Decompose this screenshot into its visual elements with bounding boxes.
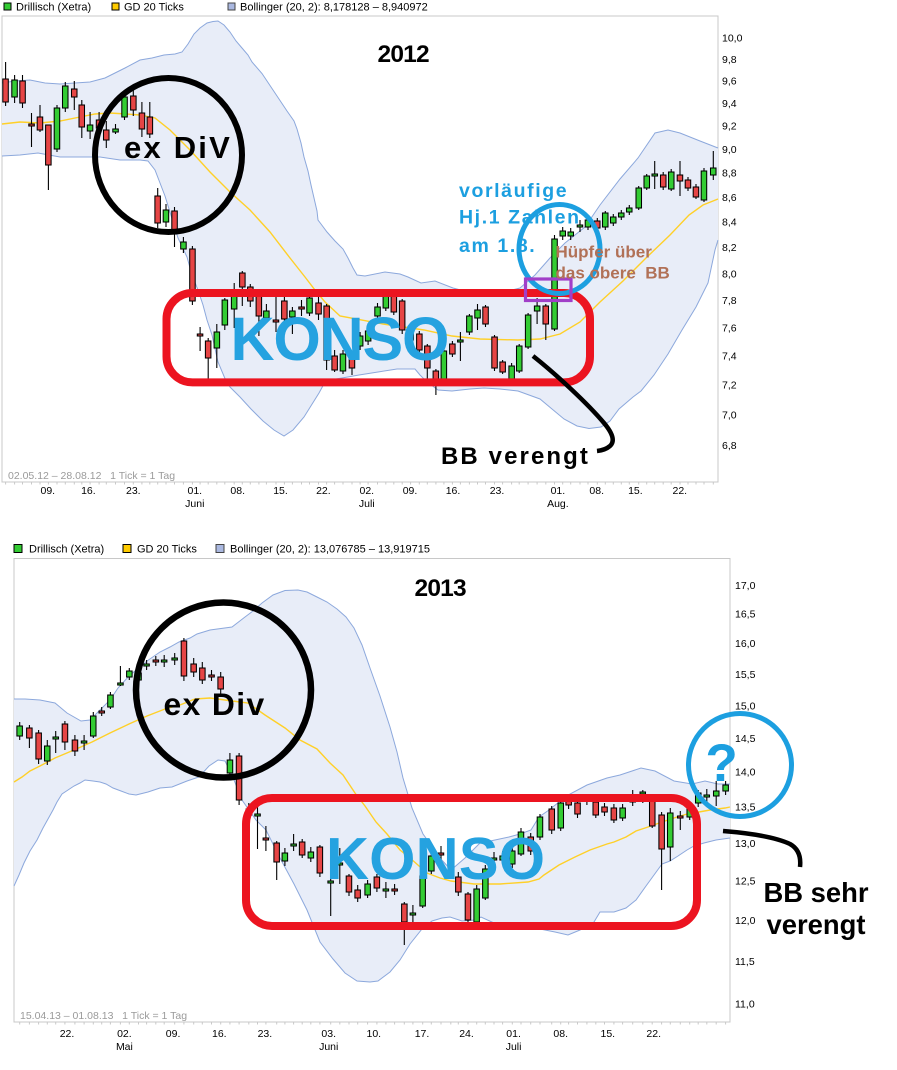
svg-text:9,8: 9,8 (722, 54, 737, 66)
svg-text:Aug.: Aug. (547, 498, 569, 510)
svg-text:15.04.13 – 01.08.13 1 Tick =: 15.04.13 – 01.08.13 1 Tick = 1 Tag (20, 1010, 187, 1022)
svg-text:6,8: 6,8 (722, 440, 737, 452)
svg-text:22.: 22. (646, 1028, 661, 1040)
svg-text:01.: 01. (551, 485, 566, 497)
svg-text:02.05.12 – 28.08.12 1 Tick =: 02.05.12 – 28.08.12 1 Tick = 1 Tag (8, 470, 175, 482)
svg-text:11,5: 11,5 (735, 956, 755, 968)
svg-text:03.: 03. (321, 1028, 336, 1040)
svg-text:09.: 09. (403, 485, 418, 497)
svg-text:Juli: Juli (359, 498, 375, 510)
svg-text:Bollinger (20, 2): 13,076785 –: Bollinger (20, 2): 13,076785 – 13,919715 (230, 544, 430, 556)
svg-text:Juni: Juni (319, 1041, 338, 1053)
svg-text:16.: 16. (81, 485, 96, 497)
svg-text:Hüpfer über: Hüpfer über (556, 243, 653, 262)
svg-text:15.: 15. (628, 485, 643, 497)
svg-text:?: ? (705, 734, 737, 793)
svg-text:9,4: 9,4 (722, 98, 737, 110)
svg-text:13,0: 13,0 (735, 838, 756, 850)
svg-text:GD 20 Ticks: GD 20 Ticks (137, 544, 197, 556)
svg-text:7,4: 7,4 (722, 351, 737, 363)
svg-text:9,6: 9,6 (722, 76, 737, 88)
svg-text:2012: 2012 (378, 41, 429, 68)
svg-text:Drillisch (Xetra): Drillisch (Xetra) (16, 2, 91, 14)
svg-text:12,5: 12,5 (735, 876, 756, 888)
svg-text:KONSO: KONSO (326, 825, 545, 892)
svg-text:16.: 16. (446, 485, 461, 497)
svg-text:12,0: 12,0 (735, 915, 756, 927)
svg-text:22.: 22. (672, 485, 687, 497)
svg-text:16.: 16. (212, 1028, 227, 1040)
svg-text:Juli: Juli (506, 1041, 522, 1053)
svg-text:8,0: 8,0 (722, 268, 737, 280)
svg-text:01.: 01. (506, 1028, 521, 1040)
svg-text:BB verengt: BB verengt (441, 443, 590, 470)
svg-text:23.: 23. (126, 485, 141, 497)
svg-text:9,0: 9,0 (722, 144, 737, 156)
svg-text:14,0: 14,0 (735, 767, 756, 779)
svg-text:vorläufige: vorläufige (459, 180, 568, 202)
svg-text:KONSO: KONSO (231, 305, 449, 373)
svg-text:ex Div: ex Div (164, 686, 266, 722)
svg-text:das obere BB: das obere BB (556, 264, 670, 283)
svg-text:10.: 10. (366, 1028, 381, 1040)
svg-text:am 1.8.: am 1.8. (459, 235, 536, 257)
svg-text:09.: 09. (166, 1028, 181, 1040)
svg-text:7,0: 7,0 (722, 410, 737, 422)
svg-text:15,5: 15,5 (735, 669, 756, 681)
svg-text:8,8: 8,8 (722, 168, 737, 180)
svg-text:23.: 23. (258, 1028, 273, 1040)
svg-text:8,2: 8,2 (722, 242, 737, 254)
svg-text:10,0: 10,0 (722, 32, 743, 44)
svg-text:24.: 24. (459, 1028, 474, 1040)
svg-text:16,5: 16,5 (735, 609, 756, 621)
svg-text:08.: 08. (230, 485, 245, 497)
svg-text:Drillisch (Xetra): Drillisch (Xetra) (29, 544, 104, 556)
svg-text:7,6: 7,6 (722, 323, 737, 335)
svg-text:Mai: Mai (116, 1041, 133, 1053)
svg-text:17.: 17. (415, 1028, 430, 1040)
svg-text:23.: 23. (490, 485, 505, 497)
svg-text:17,0: 17,0 (735, 580, 756, 592)
svg-text:BB sehr: BB sehr (763, 877, 868, 908)
svg-text:08.: 08. (553, 1028, 568, 1040)
svg-text:14,5: 14,5 (735, 733, 756, 745)
svg-text:8,6: 8,6 (722, 192, 737, 204)
svg-text:13,5: 13,5 (735, 802, 756, 814)
svg-text:8,4: 8,4 (722, 217, 737, 229)
svg-text:ex DiV: ex DiV (124, 130, 232, 165)
svg-text:2013: 2013 (415, 575, 466, 602)
svg-text:7,8: 7,8 (722, 295, 737, 307)
svg-text:02.: 02. (359, 485, 374, 497)
svg-text:11,0: 11,0 (735, 999, 755, 1011)
svg-text:GD 20 Ticks: GD 20 Ticks (124, 2, 184, 14)
svg-text:9,2: 9,2 (722, 121, 737, 133)
svg-text:02.: 02. (117, 1028, 132, 1040)
svg-text:09.: 09. (40, 485, 55, 497)
svg-text:22.: 22. (60, 1028, 75, 1040)
svg-text:15,0: 15,0 (735, 700, 756, 712)
svg-text:7,2: 7,2 (722, 380, 737, 392)
svg-text:01.: 01. (187, 485, 202, 497)
svg-text:Hj.1 Zahlen: Hj.1 Zahlen (459, 207, 581, 229)
svg-text:15.: 15. (600, 1028, 615, 1040)
svg-text:Juni: Juni (185, 498, 204, 510)
svg-text:verengt: verengt (767, 909, 866, 940)
svg-text:Bollinger (20, 2): 8,178128 –: Bollinger (20, 2): 8,178128 – 8,940972 (240, 2, 428, 14)
svg-text:22.: 22. (316, 485, 331, 497)
svg-text:16,0: 16,0 (735, 638, 756, 650)
svg-text:08.: 08. (589, 485, 604, 497)
svg-text:15.: 15. (273, 485, 288, 497)
